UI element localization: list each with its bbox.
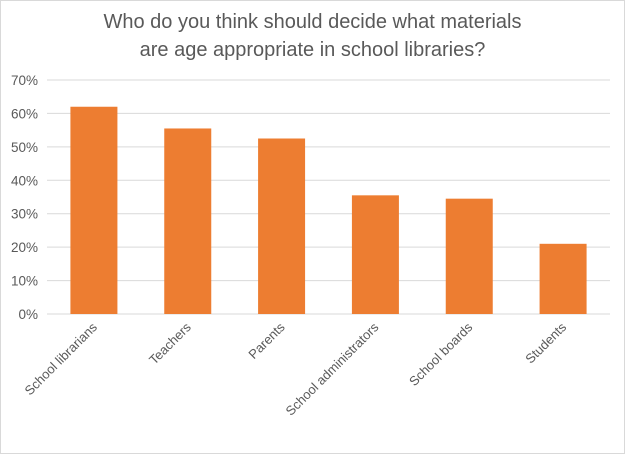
y-tick-label: 0% — [18, 307, 38, 322]
chart-title: Who do you think should decide what mate… — [0, 8, 625, 64]
x-category-label: School administrators — [283, 319, 382, 418]
bar — [445, 198, 493, 314]
chart-title-line-1: Who do you think should decide what mate… — [103, 11, 522, 33]
y-tick-label: 40% — [11, 173, 38, 188]
y-tick-label: 30% — [11, 207, 38, 222]
x-category-label: School librarians — [21, 319, 100, 398]
y-axis-tick-labels: 0% 10% 20% 30% 40% 50% 60% 70% — [11, 73, 38, 322]
bar — [164, 128, 212, 314]
y-tick-label: 50% — [11, 140, 38, 155]
y-tick-label: 70% — [11, 73, 38, 88]
y-tick-label: 20% — [11, 240, 38, 255]
x-category-label: Teachers — [146, 319, 194, 367]
bar — [258, 138, 306, 314]
bar — [70, 106, 118, 314]
bar — [351, 195, 399, 314]
x-category-label: Parents — [245, 319, 288, 362]
chart-title-line-2: are age appropriate in school libraries? — [139, 39, 486, 61]
gridlines — [47, 79, 610, 315]
y-tick-label: 60% — [11, 106, 38, 121]
y-tick-label: 10% — [11, 274, 38, 289]
bars — [70, 106, 587, 314]
bar — [539, 243, 587, 314]
x-category-label: School boards — [406, 319, 476, 389]
x-category-label: Students — [522, 319, 569, 366]
